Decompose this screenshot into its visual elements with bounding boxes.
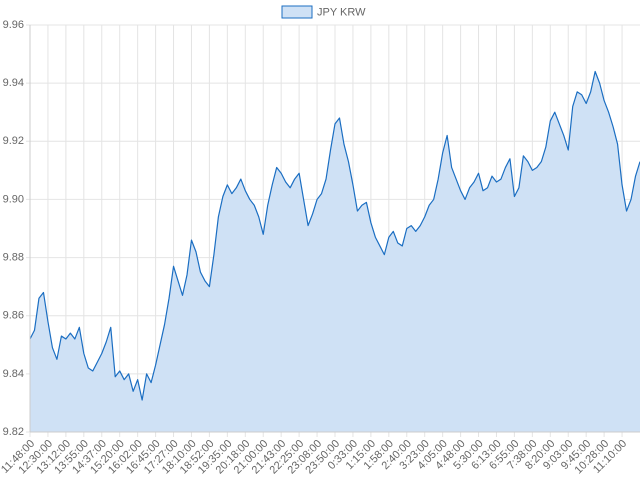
series-line bbox=[29, 70, 640, 401]
y-tick-label: 9.84 bbox=[3, 368, 24, 380]
y-tick-label: 9.90 bbox=[3, 193, 24, 205]
y-tick-label: 9.88 bbox=[3, 251, 24, 263]
y-tick-label: 9.96 bbox=[3, 19, 24, 31]
y-tick-label: 9.82 bbox=[3, 426, 24, 438]
legend-label: JPY KRW bbox=[317, 6, 366, 18]
legend-swatch bbox=[281, 5, 313, 19]
y-tick-label: 9.92 bbox=[3, 135, 24, 147]
legend: JPY KRW bbox=[281, 5, 366, 19]
area-fill bbox=[30, 71, 640, 432]
y-tick-label: 9.94 bbox=[3, 77, 24, 89]
y-tick-label: 9.86 bbox=[3, 310, 24, 322]
